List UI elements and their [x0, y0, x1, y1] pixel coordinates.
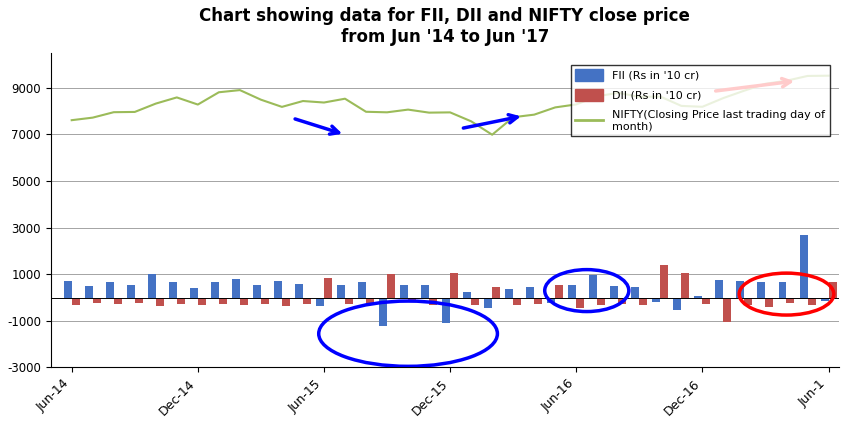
Bar: [757, 283, 766, 297]
Bar: [799, 235, 808, 298]
Bar: [156, 298, 164, 306]
Bar: [135, 298, 143, 303]
Bar: [737, 281, 744, 298]
Bar: [695, 296, 702, 297]
Bar: [63, 281, 72, 298]
Bar: [766, 298, 773, 307]
Bar: [576, 298, 585, 308]
Bar: [282, 298, 290, 306]
Bar: [787, 298, 794, 303]
Bar: [547, 298, 555, 303]
Bar: [177, 298, 184, 304]
Bar: [387, 274, 395, 298]
Legend: FII (Rs in '10 cr), DII (Rs in '10 cr), NIFTY(Closing Price last trading day of
: FII (Rs in '10 cr), DII (Rs in '10 cr), …: [571, 65, 830, 136]
Bar: [534, 298, 542, 304]
Bar: [463, 292, 471, 297]
Bar: [408, 298, 416, 302]
Bar: [85, 286, 93, 298]
Bar: [240, 298, 248, 305]
Bar: [198, 298, 206, 305]
Bar: [253, 285, 261, 297]
Bar: [492, 287, 500, 298]
Bar: [618, 298, 626, 304]
Bar: [303, 298, 311, 304]
Bar: [555, 285, 563, 297]
Bar: [526, 287, 534, 298]
Bar: [514, 298, 521, 305]
Bar: [316, 298, 324, 306]
Bar: [421, 285, 429, 298]
Bar: [505, 289, 514, 298]
Bar: [673, 298, 681, 310]
Bar: [702, 298, 711, 304]
Bar: [681, 273, 689, 298]
Bar: [640, 298, 647, 305]
Bar: [808, 298, 816, 305]
Bar: [429, 298, 437, 305]
Bar: [723, 298, 732, 322]
Bar: [442, 298, 450, 323]
Bar: [127, 285, 135, 297]
Bar: [358, 283, 366, 297]
Bar: [631, 287, 640, 298]
Bar: [484, 298, 492, 308]
Title: Chart showing data for FII, DII and NIFTY close price
from Jun '14 to Jun '17: Chart showing data for FII, DII and NIFT…: [200, 7, 690, 46]
Bar: [716, 280, 723, 297]
Bar: [366, 298, 374, 304]
Bar: [113, 298, 122, 304]
Bar: [106, 283, 113, 297]
Bar: [345, 298, 353, 304]
Bar: [610, 286, 618, 298]
Bar: [261, 298, 269, 304]
Bar: [821, 298, 828, 301]
Bar: [590, 275, 597, 298]
Bar: [190, 288, 198, 298]
Bar: [219, 298, 227, 304]
Bar: [828, 283, 837, 297]
Bar: [569, 285, 576, 297]
Bar: [148, 274, 156, 298]
Bar: [744, 298, 752, 305]
Bar: [379, 298, 387, 326]
Bar: [274, 281, 282, 298]
Bar: [232, 279, 240, 298]
Bar: [295, 283, 303, 298]
Bar: [778, 283, 787, 297]
Bar: [211, 283, 219, 297]
Bar: [72, 298, 80, 305]
Bar: [400, 285, 408, 297]
Bar: [337, 285, 345, 297]
Bar: [169, 283, 177, 297]
Bar: [661, 265, 668, 297]
Bar: [471, 298, 479, 305]
Bar: [652, 298, 661, 302]
Bar: [597, 298, 605, 305]
Bar: [450, 273, 458, 298]
Bar: [324, 278, 332, 297]
Bar: [93, 298, 101, 303]
